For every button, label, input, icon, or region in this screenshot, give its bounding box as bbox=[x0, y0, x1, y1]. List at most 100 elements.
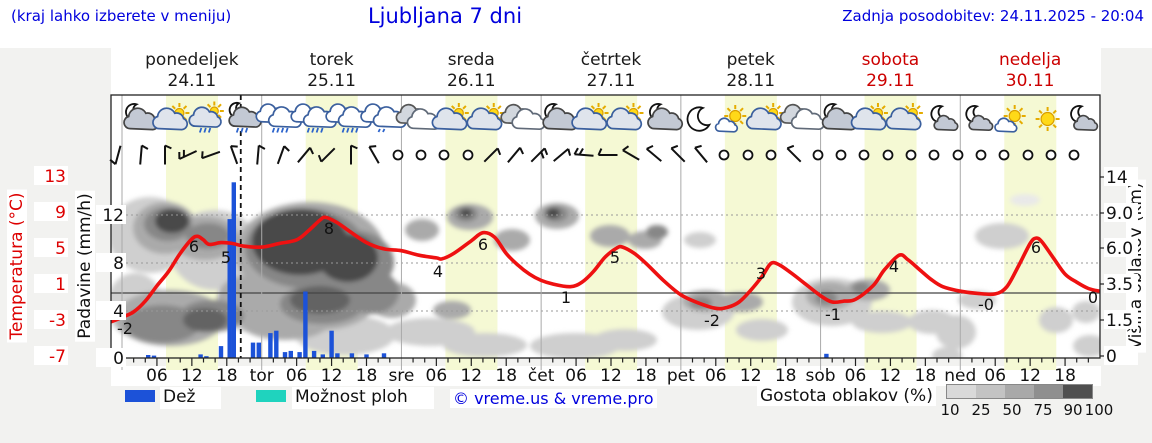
showers-legend-swatch bbox=[256, 390, 286, 402]
wind-barb-icon bbox=[786, 144, 802, 163]
svg-text:4: 4 bbox=[433, 262, 443, 281]
day-header-ponedeljek: ponedeljek 24.11 bbox=[122, 50, 262, 92]
wind-barb-icon bbox=[507, 147, 525, 163]
svg-text:18: 18 bbox=[216, 366, 238, 386]
day-header-sreda: sreda 26.11 bbox=[401, 50, 541, 92]
wind-calm-icon bbox=[835, 149, 847, 161]
precipitation-bars bbox=[146, 182, 829, 358]
wind-barb-icon bbox=[297, 147, 315, 163]
day-date: 26.11 bbox=[446, 71, 496, 91]
wind-barb-icon bbox=[139, 144, 149, 165]
weather-icon-sun-small-cloud bbox=[714, 105, 747, 133]
day-name: nedelja bbox=[998, 50, 1062, 70]
cloud-density-segment bbox=[947, 385, 976, 398]
wind-calm-icon bbox=[1045, 149, 1057, 161]
svg-text:sre: sre bbox=[388, 366, 414, 386]
svg-text:5: 5 bbox=[610, 248, 620, 267]
weather-icon-clouds bbox=[779, 103, 825, 131]
svg-text:-2: -2 bbox=[704, 311, 720, 330]
svg-text:ned: ned bbox=[944, 366, 976, 386]
svg-text:14: 14 bbox=[1106, 168, 1128, 188]
wind-calm-icon bbox=[1022, 149, 1034, 161]
svg-text:8: 8 bbox=[324, 219, 334, 238]
day-name: četrtek bbox=[580, 50, 642, 70]
svg-text:pet: pet bbox=[667, 366, 695, 386]
svg-text:12: 12 bbox=[880, 366, 902, 386]
wind-barb-icon bbox=[670, 144, 686, 163]
day-name: torek bbox=[309, 50, 354, 70]
svg-text:06: 06 bbox=[845, 366, 867, 386]
wind-barb-icon bbox=[553, 148, 572, 162]
cloud-density-segment bbox=[1005, 385, 1034, 398]
svg-text:tor: tor bbox=[250, 366, 274, 386]
day-header-sobota: sobota 29.11 bbox=[820, 50, 960, 92]
day-header-bg bbox=[111, 48, 1101, 95]
svg-text:18: 18 bbox=[635, 366, 657, 386]
svg-text:5: 5 bbox=[55, 239, 66, 259]
svg-text:0: 0 bbox=[113, 349, 124, 369]
svg-text:-1: -1 bbox=[825, 305, 841, 324]
wind-calm-icon bbox=[415, 149, 427, 161]
precipitation-axis-ticks: 12 8 4 0 bbox=[96, 205, 126, 369]
svg-text:8: 8 bbox=[113, 254, 124, 274]
wind-calm-icon bbox=[462, 149, 474, 161]
wind-barb-icon bbox=[694, 144, 708, 163]
wind-row bbox=[109, 144, 1080, 165]
svg-text:18: 18 bbox=[775, 366, 797, 386]
last-update: Zadnja posodobitev: 24.11.2025 - 20:04 bbox=[839, 6, 1147, 26]
wind-barb-icon bbox=[368, 145, 380, 164]
wind-barb-icon bbox=[178, 149, 198, 160]
wind-barb-icon bbox=[646, 144, 662, 162]
svg-text:06: 06 bbox=[705, 366, 727, 386]
cloud-density-segment bbox=[1063, 385, 1092, 398]
page-title: Ljubljana 7 dni bbox=[363, 4, 527, 28]
weather-icon-moon-cloud bbox=[542, 103, 579, 131]
cloud-density-tick: 75 bbox=[1033, 401, 1053, 419]
wind-barb-icon bbox=[201, 150, 221, 160]
weather-icon-sun-cloud bbox=[885, 103, 923, 131]
x-axis: 06 12 18 06 12 18 tor 06 12 18 sre 06 12 18 čet 06 12 18 p… bbox=[133, 358, 1089, 386]
weather-icon-moon-cloud bbox=[647, 103, 684, 131]
weather-icon-clouds bbox=[500, 103, 546, 131]
svg-text:-2: -2 bbox=[117, 319, 133, 338]
svg-text:0: 0 bbox=[1106, 347, 1117, 367]
svg-text:-7: -7 bbox=[49, 347, 66, 367]
day-name: ponedeljek bbox=[145, 50, 239, 70]
svg-text:9: 9 bbox=[55, 203, 66, 223]
svg-text:06: 06 bbox=[984, 366, 1006, 386]
svg-text:1: 1 bbox=[55, 275, 66, 295]
svg-text:18: 18 bbox=[1054, 366, 1076, 386]
wind-barb-icon bbox=[256, 144, 266, 165]
svg-text:4: 4 bbox=[113, 302, 124, 322]
weather-icon-sun-cloud bbox=[431, 103, 469, 131]
wind-calm-icon bbox=[1068, 149, 1080, 161]
svg-text:1.5: 1.5 bbox=[1106, 311, 1133, 331]
day-date: 24.11 bbox=[167, 71, 217, 91]
svg-text:6: 6 bbox=[478, 235, 488, 254]
day-name: sobota bbox=[861, 50, 920, 70]
rain-legend-label: Dež bbox=[160, 387, 222, 409]
copyright: © vreme.us & vreme.pro bbox=[450, 389, 657, 408]
cloud-height-axis-ticks: 14 9.0 6.0 3.5 1.5 0 bbox=[1100, 167, 1138, 367]
wind-calm-icon bbox=[765, 149, 777, 161]
wind-calm-icon bbox=[742, 149, 754, 161]
wind-barb-icon bbox=[622, 145, 640, 161]
day-header-petek: petek 28.11 bbox=[681, 50, 821, 92]
svg-text:čet: čet bbox=[528, 366, 555, 386]
wind-calm-icon bbox=[998, 149, 1010, 161]
cloud-density-segment bbox=[1034, 385, 1063, 398]
svg-text:6: 6 bbox=[1031, 238, 1041, 257]
svg-text:6.0: 6.0 bbox=[1106, 239, 1133, 259]
wind-barb-icon bbox=[109, 145, 122, 165]
svg-text:06: 06 bbox=[286, 366, 308, 386]
weather-icon-clouds bbox=[395, 103, 441, 131]
svg-text:18: 18 bbox=[495, 366, 517, 386]
weather-icon-moon-small-cloud bbox=[930, 105, 959, 132]
weather-icon-sun bbox=[1035, 107, 1060, 131]
wind-barb-icon bbox=[573, 147, 594, 157]
svg-text:12: 12 bbox=[102, 206, 124, 226]
plot-frame bbox=[110, 94, 1101, 359]
svg-text:18: 18 bbox=[356, 366, 378, 386]
svg-text:-3: -3 bbox=[49, 311, 66, 331]
